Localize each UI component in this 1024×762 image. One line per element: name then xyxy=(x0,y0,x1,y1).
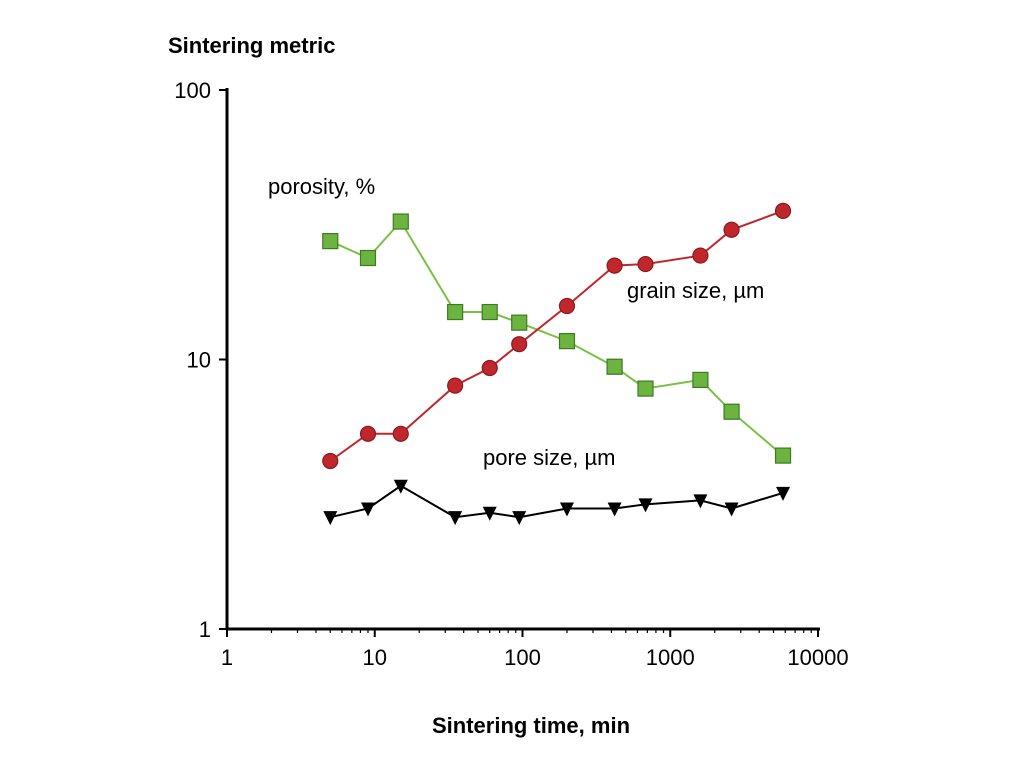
data-point xyxy=(638,498,653,513)
x-axis-title: Sintering time, min xyxy=(432,713,630,738)
data-point xyxy=(359,425,377,442)
y-tick-label: 1 xyxy=(199,617,211,642)
x-tick-label: 1000 xyxy=(646,645,695,670)
y-tick-label: 100 xyxy=(174,78,211,103)
series-line xyxy=(329,209,784,462)
data-point xyxy=(511,314,528,331)
axis-ticks: 1 10 100 1000 10000 1 10 100 xyxy=(174,78,848,670)
data-point xyxy=(607,502,622,517)
data-point xyxy=(393,479,408,494)
data-point xyxy=(359,249,377,267)
data-point xyxy=(637,255,654,273)
data-point xyxy=(482,506,497,521)
data-point xyxy=(774,202,792,219)
data-point xyxy=(447,303,464,321)
series-0 xyxy=(322,213,792,464)
data-point xyxy=(723,221,740,238)
x-tick-label: 10 xyxy=(363,645,387,670)
data-point xyxy=(692,247,709,264)
series-label-porosity: porosity, % xyxy=(268,174,375,199)
data-point xyxy=(481,359,498,377)
data-point xyxy=(776,486,791,501)
data-point xyxy=(323,511,338,526)
data-point xyxy=(693,494,708,509)
data-point xyxy=(322,452,339,470)
x-tick-label: 10000 xyxy=(787,645,848,670)
data-point xyxy=(447,377,464,394)
y-axis-title: Sintering metric xyxy=(168,33,335,58)
data-point xyxy=(360,502,375,517)
data-point xyxy=(392,213,409,230)
series-line xyxy=(330,484,784,519)
data-point xyxy=(724,502,739,517)
data-point xyxy=(481,303,498,321)
series-1 xyxy=(322,202,792,470)
data-point xyxy=(392,425,409,442)
y-tick-label: 10 xyxy=(187,348,211,373)
series-label-grain-size: grain size, µm xyxy=(627,278,764,303)
data-point xyxy=(637,380,654,397)
data-point xyxy=(723,403,740,420)
series-layer xyxy=(322,202,792,526)
data-point xyxy=(606,257,623,274)
data-point xyxy=(606,358,623,375)
series-2 xyxy=(323,479,791,526)
data-point xyxy=(511,336,528,353)
series-label-pore-size: pore size, µm xyxy=(483,445,616,470)
data-point xyxy=(558,333,576,350)
data-point xyxy=(692,371,709,389)
data-point xyxy=(322,232,339,250)
data-point xyxy=(559,502,574,517)
x-tick-label: 1 xyxy=(221,645,233,670)
x-tick-label: 100 xyxy=(504,645,541,670)
data-point xyxy=(774,447,792,464)
data-point xyxy=(512,511,527,526)
series-line xyxy=(329,219,784,457)
data-point xyxy=(558,297,576,315)
data-point xyxy=(448,511,463,526)
